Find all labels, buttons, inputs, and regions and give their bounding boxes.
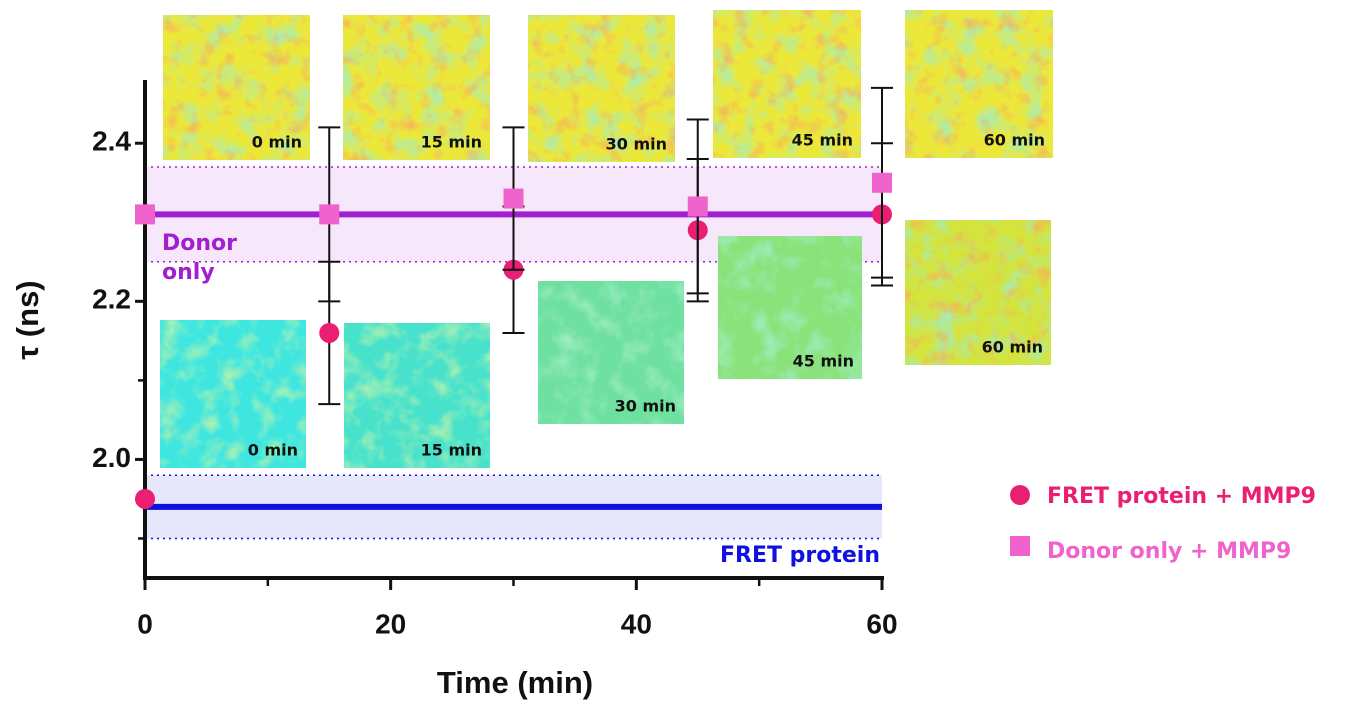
image-texture <box>713 10 861 158</box>
image-label: 60 min <box>982 338 1043 357</box>
x-tick-label: 20 <box>375 608 406 639</box>
image-label: 45 min <box>793 352 854 371</box>
legend-label: FRET protein + MMP9 <box>1047 484 1316 509</box>
image-label: 60 min <box>984 131 1045 150</box>
image-texture <box>160 320 306 468</box>
image-texture <box>528 15 675 162</box>
reference-label-line: Donor <box>162 231 237 256</box>
image-label: 0 min <box>252 133 302 152</box>
image-label: 15 min <box>421 133 482 152</box>
reference-label: Donor only <box>162 231 237 285</box>
image-texture <box>344 323 490 468</box>
point <box>503 188 524 209</box>
point <box>135 488 155 509</box>
legend-marker <box>1010 536 1030 556</box>
point <box>319 204 340 225</box>
image-label: 0 min <box>248 441 298 460</box>
x-tick-label: 40 <box>621 608 652 639</box>
point <box>319 322 340 343</box>
image-texture <box>343 15 490 160</box>
y-tick-label: 2.0 <box>92 442 131 473</box>
point <box>687 196 708 217</box>
point <box>872 172 892 193</box>
image-texture <box>718 236 862 379</box>
image-label: 30 min <box>606 135 667 154</box>
image-texture <box>538 281 684 424</box>
point <box>135 204 155 225</box>
x-tick-label: 60 <box>866 608 897 639</box>
reference-label-line: only <box>162 260 215 285</box>
image-label: 30 min <box>615 397 676 416</box>
image-label: 15 min <box>421 441 482 460</box>
image-texture <box>163 15 310 160</box>
image-texture <box>905 10 1053 158</box>
reference-label: FRET protein <box>720 543 880 568</box>
y-tick-label: 2.2 <box>92 284 131 315</box>
y-axis-label: τ (ns) <box>10 280 45 359</box>
image-label: 45 min <box>792 131 853 150</box>
y-tick-label: 2.4 <box>92 126 131 157</box>
image-texture <box>905 220 1051 365</box>
x-axis-label: Time (min) <box>437 665 593 700</box>
x-tick-label: 0 <box>137 608 153 639</box>
legend-marker <box>1010 485 1030 505</box>
legend-label: Donor only + MMP9 <box>1047 539 1291 564</box>
